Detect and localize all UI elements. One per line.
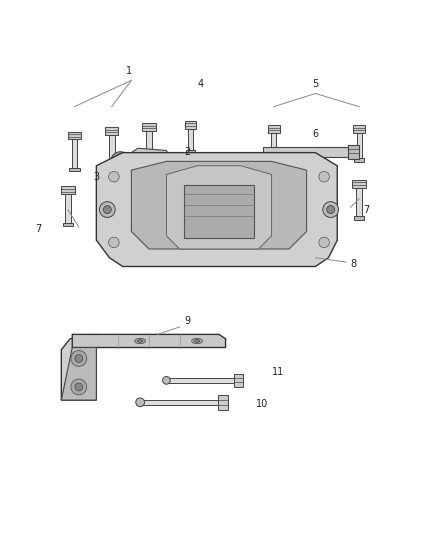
- Bar: [184, 185, 254, 238]
- Bar: [142, 123, 155, 131]
- Bar: [186, 150, 195, 154]
- Polygon shape: [96, 152, 337, 266]
- Text: 8: 8: [350, 260, 357, 269]
- Circle shape: [111, 152, 130, 171]
- Bar: [353, 125, 365, 133]
- Bar: [61, 187, 74, 194]
- Text: 7: 7: [364, 205, 370, 215]
- Bar: [140, 400, 218, 405]
- Text: 10: 10: [256, 399, 268, 409]
- Polygon shape: [166, 166, 272, 249]
- Bar: [234, 374, 243, 387]
- Bar: [348, 145, 359, 159]
- Ellipse shape: [138, 340, 143, 342]
- Bar: [263, 147, 357, 157]
- Bar: [105, 127, 118, 135]
- Circle shape: [75, 354, 83, 362]
- Polygon shape: [72, 334, 226, 348]
- Circle shape: [319, 237, 329, 248]
- Text: 6: 6: [312, 130, 318, 140]
- Bar: [218, 394, 228, 410]
- Circle shape: [109, 237, 119, 248]
- Bar: [269, 158, 279, 162]
- Text: 2: 2: [184, 147, 190, 157]
- Circle shape: [103, 206, 111, 214]
- Bar: [185, 120, 196, 128]
- Text: 4: 4: [197, 79, 203, 89]
- Bar: [68, 132, 81, 140]
- Bar: [144, 166, 154, 169]
- Text: 11: 11: [272, 367, 284, 377]
- Bar: [69, 168, 80, 172]
- Ellipse shape: [192, 338, 202, 344]
- Circle shape: [137, 154, 144, 160]
- Bar: [106, 164, 117, 167]
- Bar: [271, 133, 276, 158]
- Circle shape: [323, 201, 339, 217]
- Text: 9: 9: [184, 316, 190, 326]
- Circle shape: [109, 172, 119, 182]
- Bar: [188, 128, 193, 150]
- Bar: [353, 180, 366, 188]
- Circle shape: [75, 383, 83, 391]
- Polygon shape: [61, 334, 96, 400]
- Circle shape: [71, 351, 87, 366]
- Circle shape: [162, 376, 170, 384]
- Bar: [356, 188, 362, 216]
- Polygon shape: [131, 148, 171, 166]
- Bar: [357, 133, 362, 158]
- Text: 1: 1: [126, 66, 132, 76]
- Polygon shape: [131, 161, 307, 249]
- Bar: [354, 216, 364, 220]
- Circle shape: [319, 172, 329, 182]
- Text: 5: 5: [312, 79, 318, 89]
- Circle shape: [99, 201, 115, 217]
- Circle shape: [115, 156, 126, 167]
- Bar: [146, 131, 152, 166]
- Bar: [65, 194, 71, 223]
- Text: 3: 3: [93, 172, 99, 182]
- Bar: [354, 158, 364, 162]
- Circle shape: [71, 379, 87, 395]
- Bar: [166, 378, 234, 383]
- Circle shape: [327, 206, 335, 214]
- Bar: [268, 125, 280, 133]
- Circle shape: [136, 398, 145, 407]
- Bar: [109, 135, 115, 164]
- Bar: [63, 223, 73, 226]
- Polygon shape: [61, 348, 96, 400]
- Ellipse shape: [194, 340, 200, 342]
- Bar: [71, 140, 78, 168]
- Ellipse shape: [135, 338, 145, 344]
- Text: 7: 7: [35, 224, 41, 235]
